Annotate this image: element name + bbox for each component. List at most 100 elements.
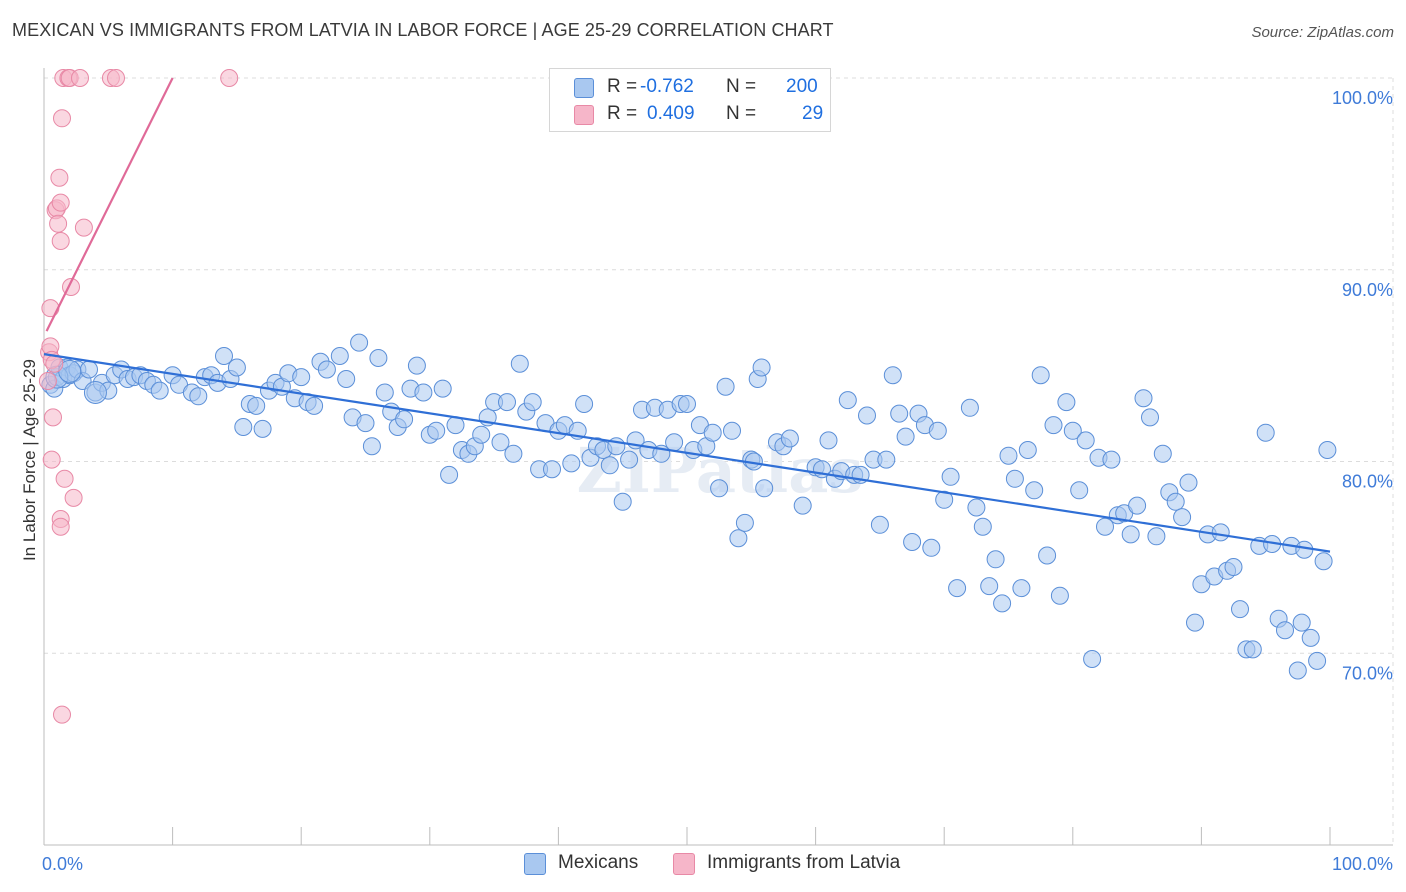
mexicans-point: [575, 395, 594, 413]
mexicans-point: [1063, 421, 1082, 440]
mexicans-point: [1243, 640, 1262, 659]
mexicans-point: [1057, 393, 1076, 412]
mexicans-point: [600, 456, 619, 475]
source-label: Source: ZipAtlas.com: [1251, 24, 1394, 41]
latvia-point: [220, 69, 239, 87]
mexicans-point: [427, 421, 446, 440]
mexicans-point: [710, 479, 729, 498]
y-tick-label: 90.0%: [1342, 280, 1393, 300]
mexicans-trend-line: [43, 353, 1331, 553]
mexicans-point: [941, 467, 960, 486]
mexicans-point: [510, 354, 529, 373]
mexicans-point: [1173, 508, 1192, 527]
mexicans-point: [755, 479, 774, 498]
latvia-point: [44, 408, 62, 427]
mexicans-point: [1179, 473, 1198, 492]
tick-labels: 70.0% 80.0% 90.0% 100.0% 0.0% 100.0%: [42, 88, 1393, 874]
latvia-point: [64, 488, 83, 507]
mexicans-point: [1031, 366, 1050, 385]
mexicans-point: [1044, 416, 1063, 435]
legend-swatch-pink: [574, 105, 594, 125]
legend-n-value: 200: [786, 76, 818, 97]
y-tick-label: 70.0%: [1342, 663, 1393, 683]
mexicans-point: [1102, 450, 1121, 469]
legend-r-value: -0.762: [640, 76, 694, 97]
mexicans-point: [903, 533, 922, 551]
mexicans-point: [986, 550, 1005, 569]
mexicans-point: [1076, 431, 1095, 450]
mexicans-point: [215, 347, 233, 365]
mexicans-point: [1147, 527, 1166, 546]
latvia-point: [53, 705, 71, 724]
mexicans-point: [407, 356, 426, 375]
legend-r-label: R =: [607, 76, 638, 97]
legend-r-label: R =: [607, 103, 638, 124]
mexicans-point: [1038, 546, 1057, 565]
mexicans-point: [523, 393, 542, 412]
legend-swatch-blue: [524, 853, 546, 875]
legend-swatch-blue: [574, 78, 594, 98]
mexicans-point: [1224, 558, 1243, 576]
mexicans-point: [369, 349, 388, 367]
mexicans-point: [292, 368, 311, 387]
mexicans-point: [227, 358, 246, 377]
mexicans-point: [1166, 492, 1185, 511]
latvia-trend-line: [45, 77, 174, 332]
mexicans-point: [819, 431, 838, 450]
legend-n-label: N =: [726, 103, 757, 124]
mexicans-point: [1292, 613, 1311, 632]
mexicans-point: [543, 460, 561, 479]
mexicans-point: [440, 465, 459, 484]
mexicans-point: [752, 358, 771, 377]
mexicans-point: [504, 444, 523, 463]
mexicans-point: [665, 433, 684, 452]
mexicans-point: [562, 454, 581, 473]
mexicans-point: [780, 429, 799, 448]
mexicans-point: [999, 446, 1018, 465]
mexicans-point: [858, 406, 876, 425]
latvia-point: [38, 372, 57, 390]
mexicans-point: [362, 437, 381, 456]
latvia-point: [74, 218, 93, 237]
mexicans-point: [498, 393, 516, 412]
latvia-point: [45, 354, 64, 373]
mexicans-point: [870, 515, 889, 534]
mexicans-point: [620, 450, 639, 469]
chart-title: MEXICAN VS IMMIGRANTS FROM LATVIA IN LAB…: [12, 20, 834, 40]
y-tick-label: 80.0%: [1342, 472, 1393, 492]
mexicans-point: [896, 427, 915, 446]
mexicans-point: [877, 450, 896, 469]
mexicans-point: [491, 433, 510, 452]
latvia-point: [41, 299, 60, 318]
latvia-point: [50, 168, 69, 187]
latvia-point: [49, 214, 68, 233]
latvia-point: [107, 69, 125, 87]
latvia-point: [51, 517, 70, 536]
mexicans-point: [1314, 552, 1333, 571]
mexicans-point: [1025, 481, 1044, 500]
legend-correlation: R = -0.762 N = 200 R = 0.409 N = 29: [549, 68, 831, 132]
mexicans-point: [80, 360, 98, 379]
y-axis-label: In Labor Force | Age 25-29: [20, 359, 39, 561]
mexicans-point: [1050, 586, 1069, 605]
mexicans-point: [433, 379, 452, 398]
mexicans-point: [350, 333, 369, 352]
mexicans-point: [967, 498, 986, 517]
mexicans-point: [1128, 496, 1147, 515]
mexicans-point: [703, 423, 722, 442]
mexicans-point: [189, 387, 208, 406]
legend-label: Immigrants from Latvia: [707, 852, 901, 873]
mexicans-point: [1308, 651, 1327, 670]
mexicans-point: [1070, 481, 1089, 500]
latvia-point: [71, 69, 89, 87]
mexicans-point: [1096, 517, 1114, 536]
mexicans-point: [613, 492, 632, 511]
latvia-point: [53, 109, 71, 128]
mexicans-point: [729, 529, 748, 548]
mexicans-point: [1318, 441, 1337, 459]
mexicans-point: [1301, 628, 1320, 647]
mexicans-point: [317, 360, 336, 379]
mexicans-point: [234, 418, 253, 436]
mexicans-point: [1018, 441, 1037, 459]
